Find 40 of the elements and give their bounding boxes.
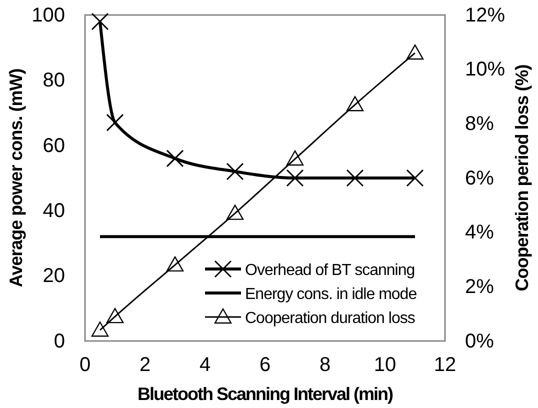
point — [166, 150, 184, 168]
point — [286, 150, 304, 166]
point — [286, 169, 304, 187]
x-axis-title: Bluetooth Scanning Interval (min) — [137, 384, 394, 404]
point — [106, 308, 124, 324]
point — [106, 114, 124, 132]
y-tick-label: 60 — [42, 134, 65, 157]
y-tick-label: 40 — [42, 200, 65, 222]
x-tick-label: 12 — [434, 354, 456, 376]
point — [166, 256, 184, 272]
point — [406, 44, 424, 60]
legend-label: Overhead of BT scanning — [245, 262, 415, 279]
point — [91, 12, 109, 30]
y-tick-label: 0 — [54, 330, 65, 352]
x-tick-label: 8 — [319, 354, 331, 376]
y2-tick-label: 4% — [465, 222, 494, 244]
y2-tick-label: 0% — [465, 330, 494, 352]
y2-tick-label: 10% — [465, 58, 506, 81]
point — [406, 169, 424, 187]
x-tick-label: 4 — [199, 354, 211, 376]
legend-label: Energy cons. in idle mode — [245, 286, 418, 303]
y2-tick-label: 6% — [465, 167, 494, 190]
point — [91, 322, 109, 337]
point — [346, 169, 364, 187]
point — [226, 204, 244, 220]
y-tick-label: 80 — [42, 70, 65, 92]
y2-tick-label: 2% — [465, 276, 494, 298]
x-tick-label: 10 — [374, 354, 396, 376]
y-axis-title: Average power cons. (mW) — [6, 68, 26, 288]
x-tick-label: 2 — [139, 354, 151, 376]
y2-tick-label: 8% — [465, 113, 494, 136]
y-tick-label: 20 — [42, 265, 65, 288]
y-tick-label: 100 — [32, 4, 65, 26]
y2-axis-title: Cooperation period loss (%) — [512, 64, 532, 292]
legend-label: Cooperation duration loss — [245, 310, 416, 327]
point — [346, 96, 364, 112]
x-tick-label: 0 — [79, 354, 91, 376]
point — [226, 162, 244, 180]
x-tick-label: 6 — [259, 354, 271, 376]
y2-tick-label: 12% — [465, 4, 506, 26]
